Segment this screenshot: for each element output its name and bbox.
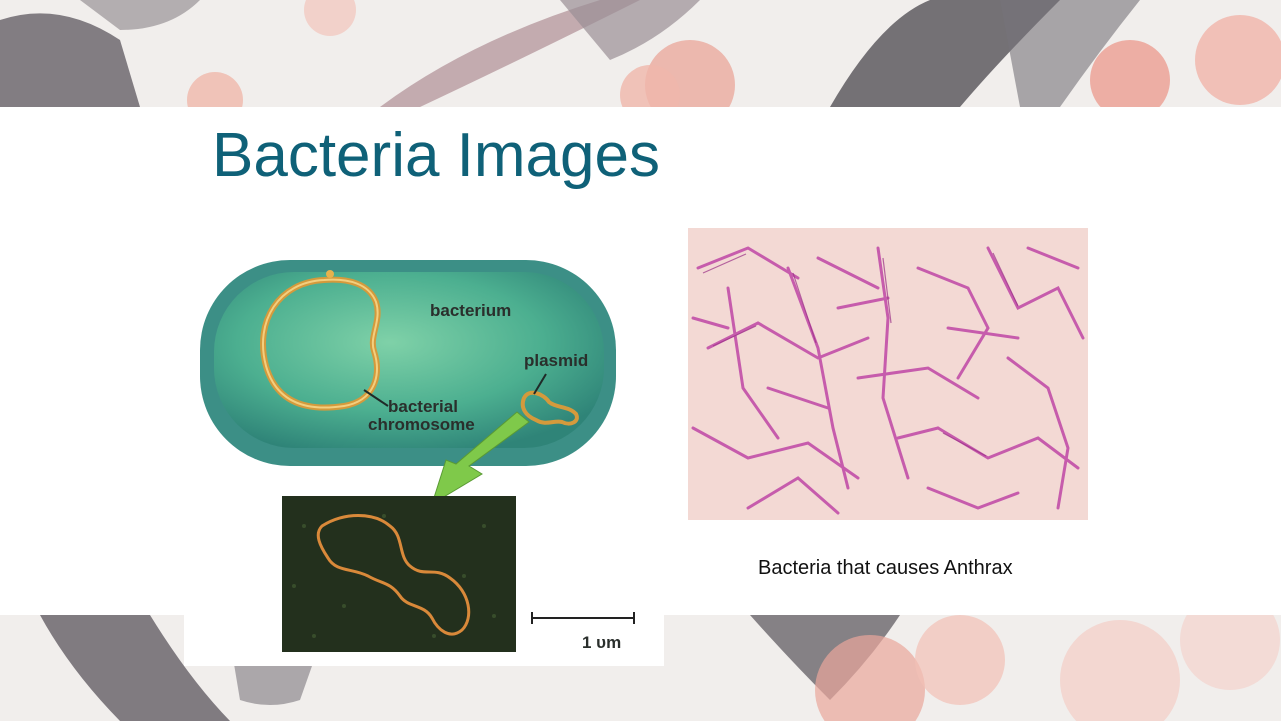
leaf-decoration — [1000, 0, 1140, 107]
micrograph-caption: Bacteria that causes Anthrax — [758, 557, 1013, 579]
plasmid-leader-line — [533, 373, 547, 395]
leaf-decoration — [40, 615, 230, 721]
magnify-arrow-icon — [431, 411, 530, 506]
flower-decoration — [1060, 620, 1180, 721]
leaf-decoration — [80, 0, 200, 30]
flower-decoration — [815, 635, 925, 721]
feather-decoration — [380, 0, 640, 107]
anthrax-micrograph — [688, 228, 1088, 520]
chromosome-label-line2: chromosome — [368, 415, 475, 434]
flower-decoration — [1090, 40, 1170, 120]
leaf-decoration — [830, 0, 1060, 107]
leaf-decoration — [0, 13, 140, 107]
flower-decoration — [304, 0, 356, 36]
plasmid-label: plasmid — [524, 351, 589, 370]
scale-bar-label: 1 υm — [582, 633, 622, 652]
bacterium-illustration — [200, 260, 635, 652]
flower-decoration — [1195, 15, 1281, 105]
bacterium-diagram: bacterium plasmid bacterial chromosome 1… — [184, 226, 664, 666]
bacterium-label: bacterium — [430, 301, 512, 320]
leaf-decoration — [560, 0, 700, 60]
plasmid-dna-strand — [316, 514, 471, 636]
chromosome-leader-line — [363, 389, 389, 407]
plasmid-micrograph — [282, 496, 516, 652]
chromosome-label-line1: bacterial — [388, 397, 458, 416]
slide-title: Bacteria Images — [212, 121, 660, 190]
flower-decoration — [1180, 590, 1280, 690]
flower-decoration — [915, 615, 1005, 705]
anthrax-rods — [691, 246, 1085, 515]
plasmid-loop — [520, 390, 579, 426]
micrograph-speckles — [292, 514, 496, 638]
